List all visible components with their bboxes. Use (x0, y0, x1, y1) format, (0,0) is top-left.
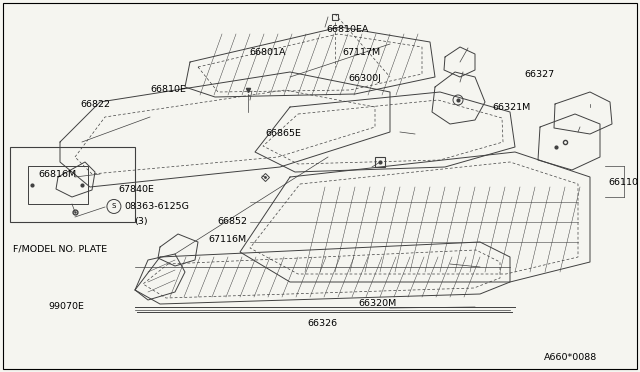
Text: 66321M: 66321M (493, 103, 531, 112)
Text: 66801A: 66801A (250, 48, 286, 57)
Text: 67117M: 67117M (342, 48, 381, 57)
Text: F/MODEL NO. PLATE: F/MODEL NO. PLATE (13, 245, 107, 254)
Text: 66320M: 66320M (358, 299, 397, 308)
Text: 67840E: 67840E (118, 185, 154, 194)
Text: 66110: 66110 (608, 178, 638, 187)
Text: 67116M: 67116M (208, 235, 246, 244)
Text: 66327: 66327 (525, 70, 555, 79)
Text: (3): (3) (134, 217, 148, 226)
Text: 66822: 66822 (80, 100, 110, 109)
Text: 66300J: 66300J (349, 74, 381, 83)
Circle shape (107, 199, 121, 214)
Text: A660*0088: A660*0088 (544, 353, 597, 362)
Text: 08363-6125G: 08363-6125G (125, 202, 189, 211)
Text: 66852: 66852 (218, 217, 248, 226)
Text: 66865E: 66865E (266, 129, 301, 138)
Bar (28, 166, 88, 204)
Bar (10, 147, 135, 222)
Text: 66816M: 66816M (38, 170, 77, 179)
Text: 66326: 66326 (307, 319, 337, 328)
Text: 66810EA: 66810EA (326, 25, 369, 34)
Text: 66810E: 66810E (150, 85, 186, 94)
Text: 99070E: 99070E (48, 302, 84, 311)
Text: S: S (112, 203, 116, 209)
